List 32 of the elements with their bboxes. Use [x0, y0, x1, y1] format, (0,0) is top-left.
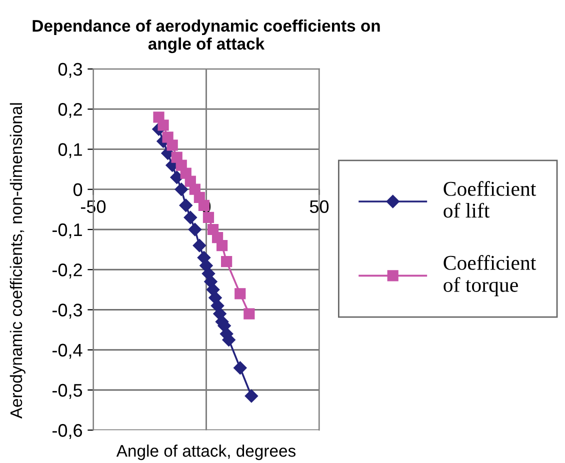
point	[192, 238, 206, 252]
legend-label: Coefficient of torque	[444, 255, 536, 296]
x-tick-label: -50	[80, 200, 106, 214]
chart-title: Dependance of aerodynamic coefficients on angle of attack	[32, 20, 380, 54]
point	[216, 240, 228, 252]
point	[244, 389, 258, 403]
y-tick-label: -0,2	[52, 264, 82, 278]
y-tick-label: -0,3	[52, 304, 82, 319]
point	[184, 210, 197, 224]
y-tick-label: -0,1	[52, 223, 82, 238]
point	[170, 170, 184, 184]
point	[244, 308, 255, 320]
y-tick-label: 0	[73, 183, 82, 196]
point	[188, 222, 202, 236]
x-tick-label: 50	[310, 200, 329, 214]
y-axis-title: Aerodynamic coefficients, non-dimensional	[10, 103, 26, 419]
y-tick-label: -0,5	[52, 384, 82, 399]
x-axis-title: Angle of attack, degrees	[116, 444, 296, 460]
legend-label: Coefficient of lift	[444, 181, 536, 218]
point	[179, 198, 192, 212]
point	[234, 288, 246, 300]
y-tick-label: 0,3	[58, 62, 82, 78]
point	[166, 140, 178, 151]
y-tick-label: 0,1	[58, 143, 82, 158]
point	[234, 361, 247, 375]
point	[174, 182, 188, 196]
y-tick-label: -0,6	[52, 424, 82, 439]
point	[202, 212, 214, 224]
point	[158, 120, 169, 131]
y-tick-label: -0,4	[52, 344, 82, 359]
point	[221, 256, 232, 268]
y-tick-label: 0,2	[58, 103, 82, 118]
